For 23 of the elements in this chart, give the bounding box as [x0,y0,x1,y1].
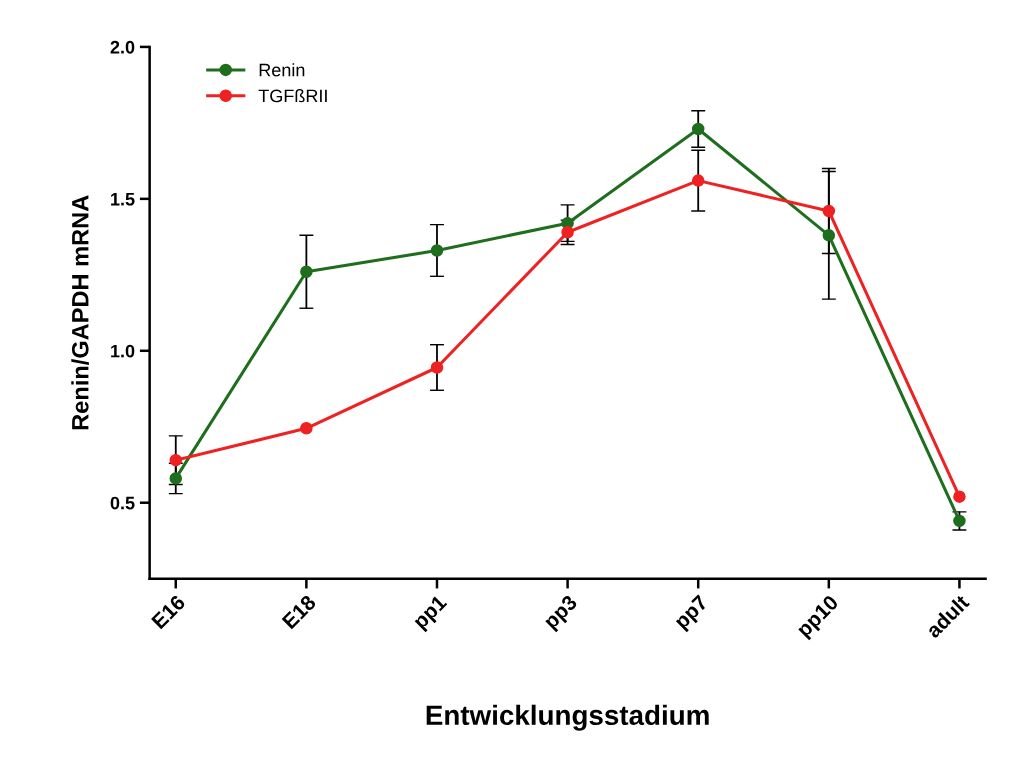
x-tick-label: E18 [281,594,317,630]
point [953,514,966,528]
x-axis-title: Entwicklungsstadium [426,704,709,731]
y-axis-title: Renin/GAPDH mRNA [71,195,89,430]
point [691,122,705,136]
x-tick-label: E16 [150,594,187,630]
legend-label: Renin [259,63,305,77]
y-tick-label: 0.5 [110,496,135,510]
point [430,361,444,374]
y-tick-label: 1.0 [111,344,135,358]
point [822,204,836,218]
point [430,244,444,257]
legend-label: TGFßRII [258,89,327,103]
y-tick-label: 1.5 [111,192,135,206]
point [561,226,574,239]
point [691,174,705,187]
point [822,229,836,242]
y-tick-label: 2.0 [110,40,135,54]
point [169,472,183,485]
point [953,490,966,503]
point [300,422,313,435]
point [169,453,183,467]
point [300,265,313,279]
